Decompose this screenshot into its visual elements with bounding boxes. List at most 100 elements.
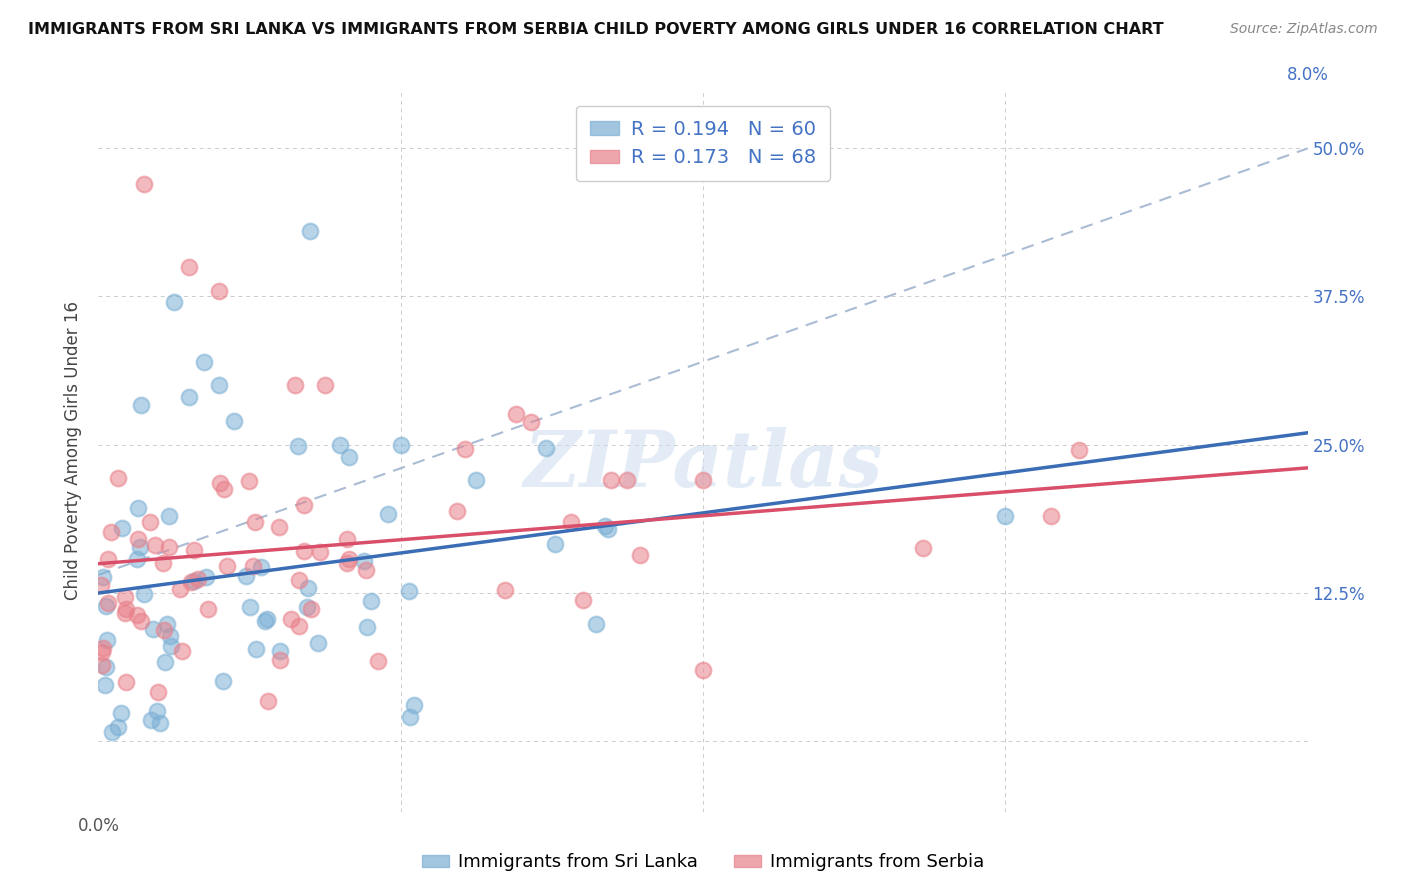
Point bbox=[453, 442, 475, 457]
Point bbox=[127, 532, 149, 546]
Point bbox=[212, 673, 235, 688]
Point bbox=[911, 541, 934, 555]
Point bbox=[599, 473, 621, 487]
Point bbox=[465, 473, 488, 487]
Point bbox=[160, 639, 183, 653]
Point bbox=[180, 574, 202, 589]
Point bbox=[239, 600, 262, 615]
Point bbox=[1039, 508, 1062, 523]
Point bbox=[142, 622, 165, 636]
Point bbox=[994, 508, 1017, 523]
Point bbox=[91, 570, 114, 584]
Point bbox=[114, 674, 136, 689]
Point bbox=[292, 543, 315, 558]
Point bbox=[143, 538, 166, 552]
Point bbox=[93, 678, 115, 692]
Point bbox=[224, 414, 246, 428]
Point bbox=[132, 177, 155, 191]
Point bbox=[96, 660, 118, 674]
Point bbox=[179, 260, 201, 274]
Point bbox=[280, 611, 302, 625]
Point bbox=[238, 475, 260, 489]
Point bbox=[157, 509, 180, 524]
Point bbox=[267, 520, 290, 534]
Point bbox=[257, 694, 280, 708]
Point bbox=[360, 593, 382, 607]
Point bbox=[336, 556, 359, 570]
Point bbox=[183, 543, 205, 558]
Point bbox=[297, 600, 319, 615]
Text: IMMIGRANTS FROM SRI LANKA VS IMMIGRANTS FROM SERBIA CHILD POVERTY AMONG GIRLS UN: IMMIGRANTS FROM SRI LANKA VS IMMIGRANTS … bbox=[28, 22, 1164, 37]
Point bbox=[156, 616, 179, 631]
Point bbox=[1067, 442, 1090, 457]
Point bbox=[91, 641, 114, 656]
Y-axis label: Child Poverty Among Girls Under 16: Child Poverty Among Girls Under 16 bbox=[65, 301, 83, 600]
Text: Source: ZipAtlas.com: Source: ZipAtlas.com bbox=[1230, 22, 1378, 37]
Point bbox=[217, 558, 239, 573]
Point bbox=[534, 441, 557, 455]
Point bbox=[152, 556, 174, 570]
Point bbox=[197, 602, 219, 616]
Point bbox=[179, 390, 201, 404]
Point bbox=[235, 569, 257, 583]
Point bbox=[314, 378, 336, 392]
Point bbox=[129, 540, 152, 554]
Point bbox=[242, 558, 264, 573]
Point bbox=[288, 573, 311, 587]
Point bbox=[132, 587, 155, 601]
Text: ZIPatlas: ZIPatlas bbox=[523, 426, 883, 503]
Point bbox=[208, 284, 231, 298]
Point bbox=[505, 407, 527, 421]
Point bbox=[129, 398, 152, 412]
Point bbox=[139, 713, 162, 727]
Point bbox=[194, 570, 217, 584]
Point bbox=[157, 540, 180, 554]
Point bbox=[107, 471, 129, 485]
Point bbox=[367, 654, 389, 668]
Point bbox=[146, 685, 169, 699]
Point bbox=[402, 698, 425, 712]
Point bbox=[111, 521, 134, 535]
Point bbox=[125, 552, 148, 566]
Point bbox=[269, 653, 291, 667]
Point bbox=[209, 476, 232, 491]
Point bbox=[692, 473, 714, 487]
Point bbox=[250, 559, 273, 574]
Point bbox=[399, 710, 422, 724]
Point bbox=[616, 473, 638, 487]
Point bbox=[560, 515, 582, 529]
Point bbox=[307, 636, 329, 650]
Point bbox=[287, 439, 309, 453]
Point bbox=[153, 624, 176, 638]
Point bbox=[163, 295, 186, 310]
Point bbox=[172, 644, 194, 658]
Point bbox=[398, 583, 420, 598]
Point bbox=[256, 612, 278, 626]
Point bbox=[139, 516, 162, 530]
Point bbox=[519, 416, 541, 430]
Point bbox=[377, 507, 399, 521]
Point bbox=[90, 578, 112, 592]
Point bbox=[269, 644, 291, 658]
Point bbox=[337, 450, 360, 465]
Point bbox=[114, 606, 136, 620]
Point bbox=[692, 663, 714, 677]
Point bbox=[309, 545, 332, 559]
Point bbox=[253, 614, 276, 628]
Point bbox=[585, 617, 607, 632]
Point bbox=[299, 601, 322, 615]
Point bbox=[208, 378, 231, 392]
Point bbox=[100, 524, 122, 539]
Point bbox=[212, 482, 235, 496]
Point bbox=[115, 602, 138, 616]
Point bbox=[297, 581, 319, 595]
Point bbox=[389, 437, 412, 451]
Point bbox=[187, 572, 209, 586]
Point bbox=[356, 563, 378, 577]
Point bbox=[494, 582, 516, 597]
Point bbox=[572, 593, 595, 607]
Point bbox=[127, 607, 149, 622]
Point bbox=[91, 657, 114, 672]
Point bbox=[299, 224, 322, 238]
Point bbox=[356, 620, 378, 634]
